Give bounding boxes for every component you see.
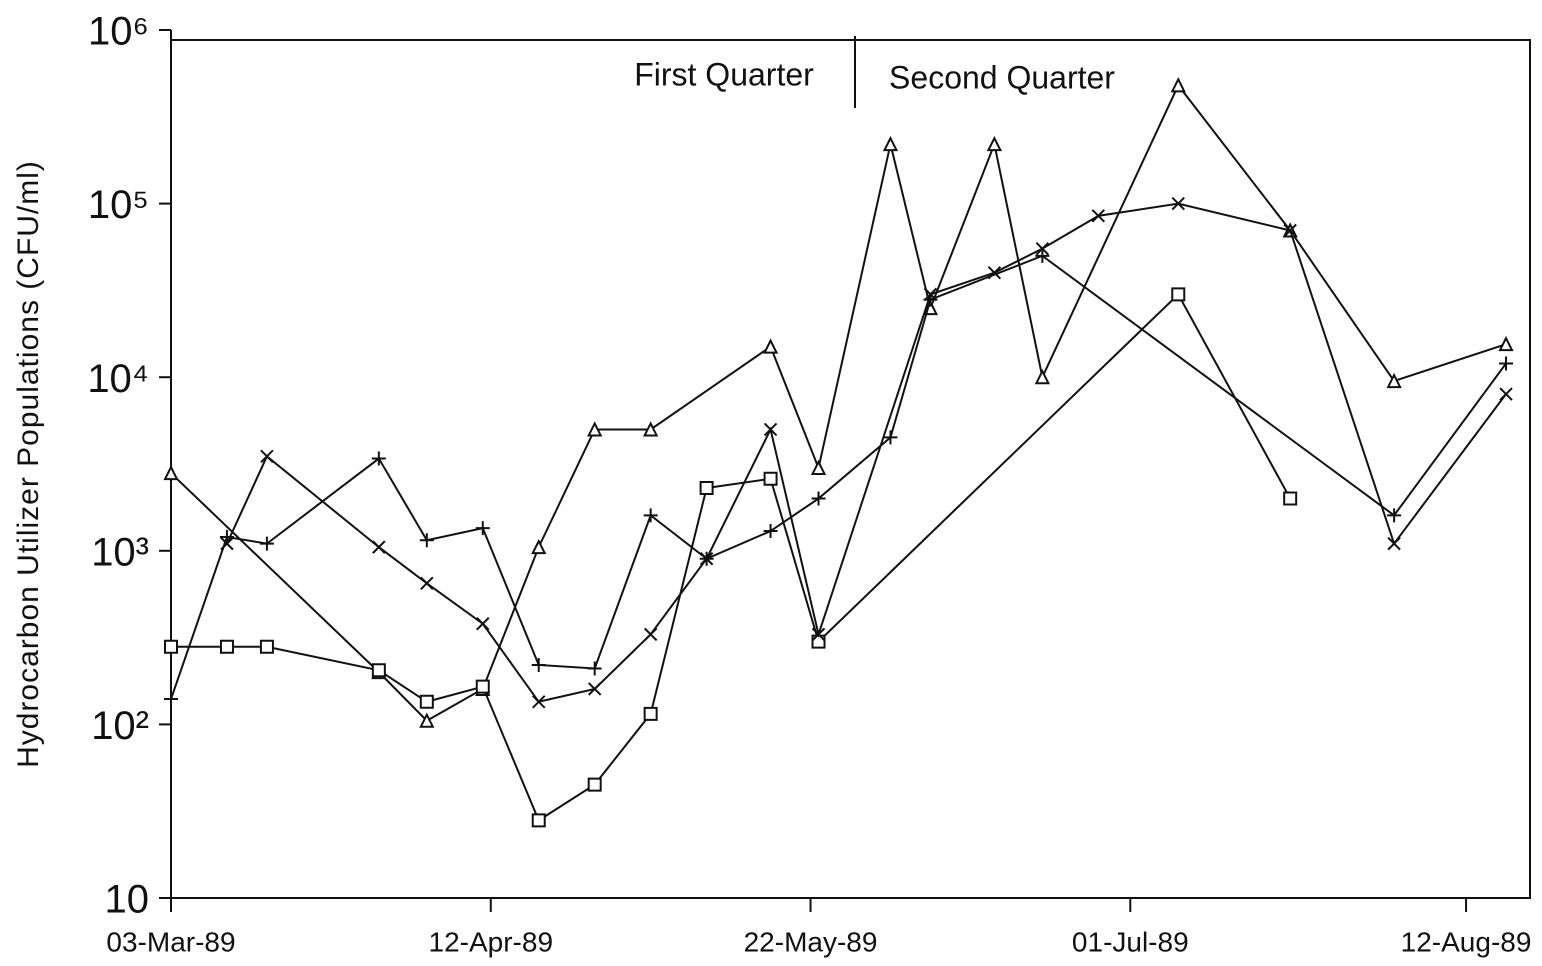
marker bbox=[371, 663, 386, 678]
annotation: Second Quarter bbox=[889, 59, 1115, 95]
marker bbox=[923, 292, 938, 307]
marker bbox=[643, 627, 658, 642]
x-tick-label: 12-Aug-89 bbox=[1401, 926, 1532, 957]
marker bbox=[531, 538, 547, 555]
marker bbox=[1035, 241, 1050, 256]
marker bbox=[699, 481, 714, 496]
marker bbox=[587, 682, 602, 696]
marker bbox=[1386, 372, 1402, 389]
x-tick-label: 22-May-89 bbox=[744, 926, 878, 957]
marker bbox=[163, 464, 179, 481]
marker bbox=[371, 451, 386, 466]
y-tick-label: 10⁵ bbox=[88, 183, 149, 227]
marker bbox=[1499, 356, 1514, 371]
marker bbox=[699, 551, 714, 566]
marker bbox=[476, 617, 490, 631]
marker bbox=[1171, 196, 1185, 211]
marker bbox=[259, 639, 274, 654]
marker bbox=[1499, 387, 1513, 401]
marker bbox=[1387, 508, 1402, 523]
marker bbox=[643, 706, 658, 721]
marker bbox=[811, 627, 826, 642]
marker bbox=[531, 657, 546, 672]
series-line bbox=[170, 254, 1507, 700]
marker bbox=[372, 540, 386, 554]
marker bbox=[475, 521, 490, 536]
y-tick-label: 10² bbox=[91, 704, 149, 748]
y-tick-label: 10⁶ bbox=[88, 10, 149, 54]
marker bbox=[532, 695, 546, 709]
marker bbox=[259, 536, 274, 551]
marker bbox=[1498, 335, 1514, 352]
marker bbox=[419, 694, 434, 709]
y-tick-label: 10⁴ bbox=[87, 357, 149, 401]
marker bbox=[882, 135, 899, 152]
marker bbox=[1171, 287, 1186, 302]
marker bbox=[643, 421, 659, 437]
marker bbox=[986, 135, 1003, 152]
marker bbox=[260, 449, 274, 464]
marker bbox=[419, 533, 434, 548]
marker bbox=[587, 777, 602, 792]
marker bbox=[1034, 368, 1050, 385]
y-tick-label: 10³ bbox=[91, 530, 149, 574]
x-tick-label: 03-Mar-89 bbox=[106, 926, 235, 957]
marker bbox=[419, 712, 435, 728]
marker bbox=[883, 430, 898, 445]
x-tick-label: 12-Apr-89 bbox=[429, 926, 554, 957]
plot-frame bbox=[170, 30, 1531, 899]
marker bbox=[531, 813, 546, 828]
marker bbox=[810, 459, 827, 475]
marker bbox=[1170, 77, 1186, 93]
marker bbox=[1387, 536, 1401, 551]
marker bbox=[219, 639, 234, 654]
marker bbox=[763, 422, 778, 437]
marker bbox=[1035, 248, 1050, 263]
y-axis-label: Hydrocarbon Utilizer Populations (CFU/ml… bbox=[12, 160, 45, 768]
marker bbox=[587, 421, 603, 437]
marker bbox=[475, 679, 490, 694]
marker bbox=[1091, 209, 1106, 223]
marker bbox=[587, 661, 602, 676]
marker bbox=[1283, 491, 1298, 506]
marker bbox=[643, 508, 658, 523]
marker bbox=[164, 639, 178, 654]
marker bbox=[811, 491, 826, 506]
marker bbox=[763, 471, 778, 486]
series-line bbox=[170, 83, 1507, 722]
series-line bbox=[226, 202, 1507, 703]
annotation: First Quarter bbox=[634, 56, 814, 92]
marker bbox=[1283, 223, 1297, 238]
marker bbox=[219, 530, 234, 545]
y-tick-label: 10 bbox=[105, 878, 150, 922]
x-tick-label: 01-Jul-89 bbox=[1072, 926, 1189, 957]
marker bbox=[420, 576, 434, 590]
marker bbox=[762, 338, 779, 354]
marker bbox=[164, 692, 178, 707]
marker bbox=[763, 524, 778, 539]
series-line bbox=[171, 292, 1292, 822]
